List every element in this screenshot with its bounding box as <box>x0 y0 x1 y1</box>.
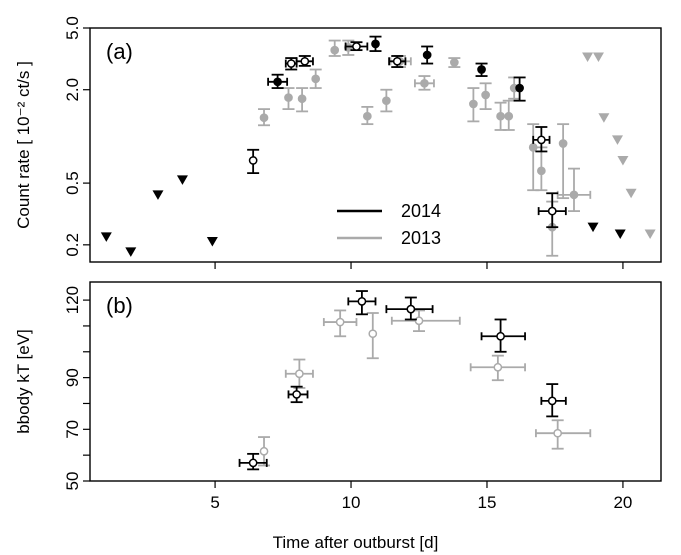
panel-a-marker-s0-p10 <box>537 135 546 145</box>
panel-b-marker-s1-p3 <box>368 329 378 339</box>
panel-a-upper-limit-s1-u6 <box>644 229 656 239</box>
panel-b-marker-s1-p0 <box>259 446 269 456</box>
panel-a-label: (a) <box>106 39 133 64</box>
panel-b-marker-s1-p4 <box>414 316 424 326</box>
panel-a-marker-s0-p2 <box>286 59 296 68</box>
panel-b-marker-s1-p1 <box>295 369 304 379</box>
panel-a-marker-s0-p3 <box>300 56 310 66</box>
panel-a-upper-limit-s0-u2 <box>152 190 164 200</box>
panel-a-marker-s1-p12 <box>481 90 490 100</box>
panel-a-upper-limit-s1-u1 <box>592 52 604 63</box>
panel-a-marker-s1-p14 <box>504 111 514 121</box>
panel-a-count-rate: 0.2 0.5 2.0 5.0 (a) Count rate [ 10⁻² ct/s ] 2… <box>14 16 662 269</box>
panel-b-marker-s0-p4 <box>496 331 505 341</box>
panel-a-upper-limit-s0-u0 <box>100 232 112 242</box>
panel-a-marker-s1-p3 <box>311 74 321 84</box>
panel-a-legend-label-1: 2013 <box>401 228 441 248</box>
panel-a-marker-s0-p11 <box>547 206 557 216</box>
panel-a-ytick-label-2: 2.0 <box>63 78 82 102</box>
panel-b-bbody-kt: 5 10 15 20 50 70 90 120 (b) bbody kT [eV] Time aft… <box>14 281 662 552</box>
panel-a-upper-limit-s1-u3 <box>611 135 623 145</box>
panel-b-marker-s0-p0 <box>248 458 258 468</box>
panel-a-marker-s0-p1 <box>273 77 282 87</box>
panel-a-marker-s0-p4 <box>352 42 361 51</box>
panel-a-ylabel: Count rate [ 10⁻² ct/s ] <box>14 61 33 229</box>
panel-a-marker-s1-p19 <box>558 139 568 148</box>
panel-b-marker-s0-p1 <box>292 390 301 399</box>
panel-a-marker-s1-p17 <box>537 166 546 176</box>
panel-a-upper-limit-s1-u5 <box>625 188 637 199</box>
panel-b-marker-s1-p5 <box>493 362 503 372</box>
panel-b-xtick-label-2: 15 <box>478 493 497 512</box>
panel-a-plot-frame <box>89 27 662 263</box>
panel-b-xtick-label-3: 20 <box>613 493 632 512</box>
panel-a-legend-label-0: 2014 <box>401 201 441 221</box>
panel-b-ytick-label-3: 120 <box>63 286 82 314</box>
panel-a-marker-s1-p9 <box>420 78 429 88</box>
panel-b-xtick-label-1: 10 <box>342 493 361 512</box>
panel-b-marker-s1-p2 <box>335 317 345 327</box>
panel-a-marker-s0-p7 <box>422 50 432 60</box>
panel-a-upper-limit-s0-u4 <box>206 237 218 247</box>
panel-a-ytick-label-1: 0.5 <box>63 171 82 195</box>
panel-b-marker-s0-p5 <box>547 396 557 406</box>
panel-a-marker-s1-p0 <box>259 113 269 123</box>
panel-a-upper-limit-s0-u1 <box>125 247 137 257</box>
panel-a-upper-limit-s0-u3 <box>176 175 188 185</box>
panel-a-marker-s1-p11 <box>469 99 478 109</box>
panel-a-upper-limit-s0-u6 <box>614 229 626 239</box>
panel-a-marker-s1-p13 <box>496 111 505 121</box>
panel-a-marker-s1-p20 <box>569 190 579 200</box>
panel-a-marker-s0-p8 <box>477 65 486 74</box>
panel-a-marker-s0-p5 <box>371 39 380 49</box>
panel-b-ytick-label-2: 90 <box>63 368 82 387</box>
panel-a-upper-limit-s1-u2 <box>598 113 610 123</box>
panel-a-marker-s1-p4 <box>330 45 340 55</box>
panel-a-marker-s0-p0 <box>248 156 258 165</box>
panel-a-marker-s1-p6 <box>362 111 372 121</box>
panel-b-xlabel: Time after outburst [d] <box>273 533 439 552</box>
panel-a-marker-s1-p2 <box>297 94 307 104</box>
panel-a-ytick-label-0: 0.2 <box>63 233 82 257</box>
panel-a-upper-limit-s0-u5 <box>587 222 599 233</box>
panel-a-marker-s0-p6 <box>392 56 402 66</box>
panel-b-marker-s0-p2 <box>357 297 367 306</box>
panel-b-ytick-label-0: 50 <box>63 472 82 491</box>
panel-b-plot-frame <box>89 281 662 482</box>
panel-a-marker-s1-p7 <box>382 96 391 106</box>
panel-b-marker-s1-p6 <box>553 428 563 438</box>
panel-a-upper-limit-s1-u0 <box>582 52 594 63</box>
panel-a-marker-s1-p10 <box>450 58 459 67</box>
panel-b-label: (b) <box>106 293 133 318</box>
panel-b-marker-s0-p3 <box>406 304 416 314</box>
panel-a-ytick-label-3: 5.0 <box>63 16 82 40</box>
panel-b-ylabel: bbody kT [eV] <box>14 329 33 434</box>
panel-a-upper-limit-s1-u4 <box>617 155 629 166</box>
panel-b-ytick-label-1: 70 <box>63 420 82 439</box>
panel-a-marker-s0-p9 <box>515 83 524 93</box>
panel-b-xtick-label-0: 5 <box>210 493 219 512</box>
panel-a-marker-s1-p1 <box>284 93 293 102</box>
